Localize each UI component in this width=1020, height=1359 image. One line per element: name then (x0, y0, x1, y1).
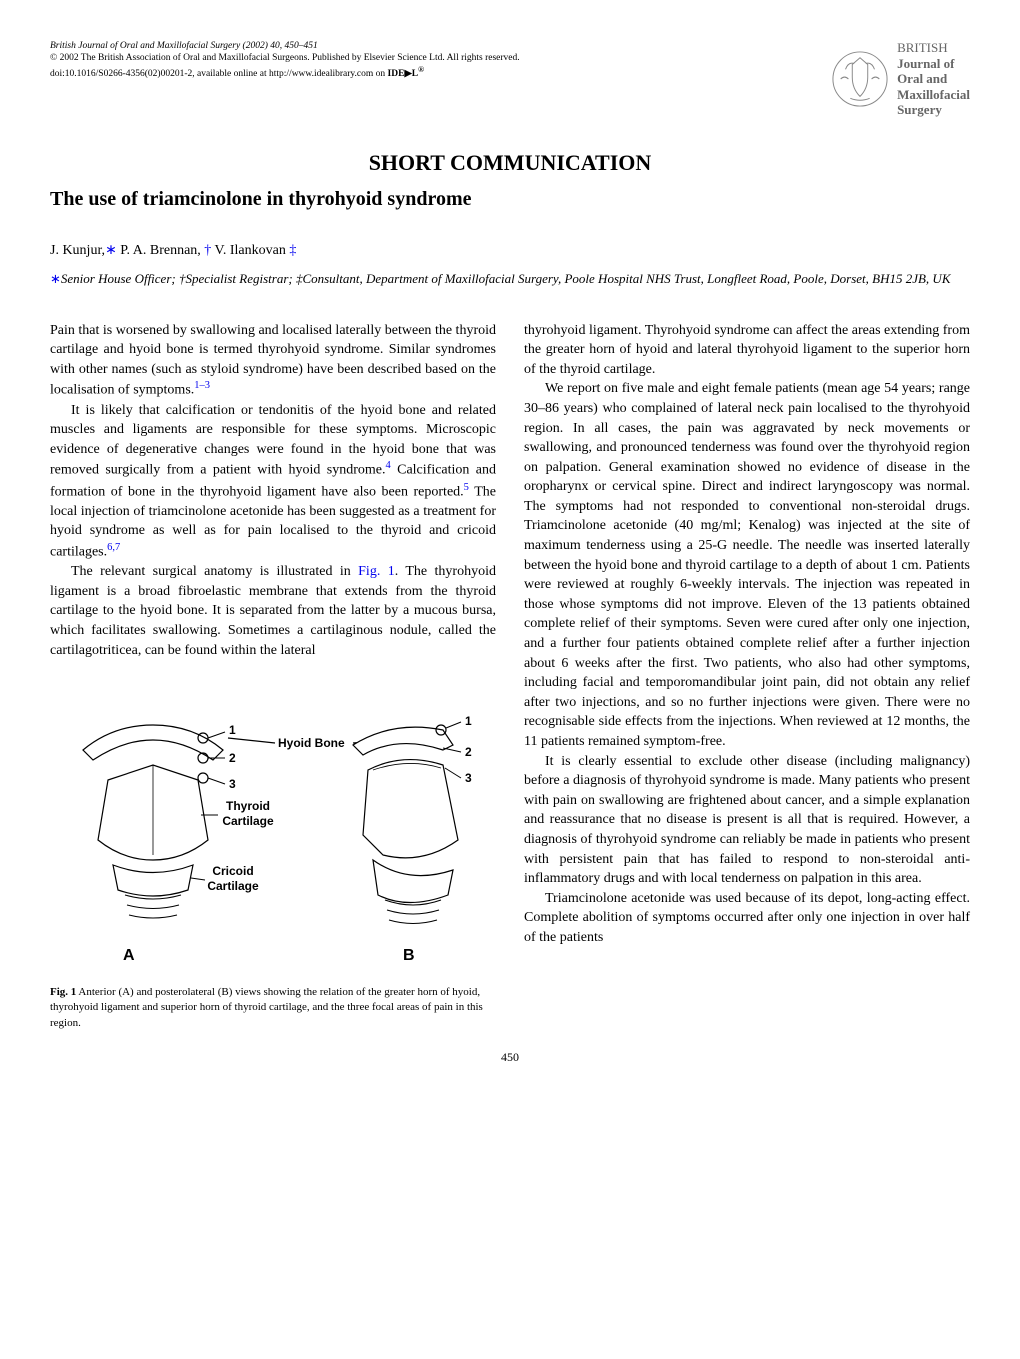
label-thyroid: Thyroid (226, 799, 270, 813)
brand-l3: Oral and (897, 71, 970, 87)
fig-a-num-2: 2 (229, 751, 236, 765)
author-2: P. A. Brennan, (117, 243, 201, 258)
label-cartilage-2: Cartilage (207, 879, 259, 893)
label-cricoid: Cricoid (212, 864, 253, 878)
affil-sym: ∗ (50, 271, 61, 286)
fig-caption-bold: Fig. 1 (50, 986, 76, 998)
figure-1: 1 2 3 Hyoid Bone Thyroid Cartilage Crico… (50, 690, 496, 1031)
para-1-text: Pain that is worsened by swallowing and … (50, 323, 496, 398)
affil-text: Senior House Officer; †Specialist Regist… (61, 271, 951, 286)
figure-1-svg: 1 2 3 Hyoid Bone Thyroid Cartilage Crico… (50, 690, 496, 970)
header-meta: British Journal of Oral and Maxillofacia… (50, 40, 520, 80)
journal-title-block: BRITISH Journal of Oral and Maxillofacia… (897, 40, 970, 118)
para-3a: The relevant surgical anatomy is illustr… (71, 564, 358, 579)
fig-caption-rest: Anterior (A) and posterolateral (B) view… (50, 986, 483, 1029)
panel-b: 1 2 3 (353, 714, 472, 924)
para-6: It is clearly essential to exclude other… (524, 752, 970, 889)
label-cartilage-1: Cartilage (222, 814, 274, 828)
fig-b-num-1: 1 (465, 714, 472, 728)
para-2: It is likely that calcification or tendo… (50, 401, 496, 563)
brand-l2: Journal of (897, 56, 970, 72)
copyright-line: © 2002 The British Association of Oral a… (50, 53, 520, 63)
para-7: Triamcinolone acetonide was used because… (524, 889, 970, 948)
authors-line: J. Kunjur,∗ P. A. Brennan, † V. Ilankova… (50, 241, 970, 261)
para-5: We report on five male and eight female … (524, 379, 970, 751)
fig-ref[interactable]: Fig. 1 (358, 564, 395, 579)
ideal-logo: IDE▶L® (388, 69, 424, 79)
fig-a-num-3: 3 (229, 777, 236, 791)
brand-l5: Surgery (897, 102, 970, 118)
page-number: 450 (50, 1049, 970, 1066)
para-1: Pain that is worsened by swallowing and … (50, 321, 496, 401)
journal-line: British Journal of Oral and Maxillofacia… (50, 41, 318, 51)
fig-a-num-1: 1 (229, 723, 236, 737)
section-heading: SHORT COMMUNICATION (50, 148, 970, 179)
author-sym-1: ∗ (105, 243, 117, 258)
crest-icon (831, 50, 889, 108)
label-hyoid: Hyoid Bone (278, 736, 345, 750)
panel-b-label: B (403, 947, 415, 964)
author-3: V. Ilankovan (211, 243, 289, 258)
fig-b-num-2: 2 (465, 745, 472, 759)
page-header: British Journal of Oral and Maxillofacia… (50, 40, 970, 118)
figure-1-caption: Fig. 1 Anterior (A) and posterolateral (… (50, 985, 496, 1031)
affiliations: ∗Senior House Officer; †Specialist Regis… (50, 270, 970, 288)
panel-a-label: A (123, 947, 135, 964)
para-4: thyrohyoid ligament. Thyrohyoid syndrome… (524, 321, 970, 380)
fig-b-num-3: 3 (465, 771, 472, 785)
journal-brand: BRITISH Journal of Oral and Maxillofacia… (831, 40, 970, 118)
brand-l1: BRITISH (897, 40, 970, 56)
doi-line: doi:10.1016/S0266-4356(02)00201-2, avail… (50, 69, 385, 79)
article-title: The use of triamcinolone in thyrohyoid s… (50, 185, 970, 213)
author-sym-3: ‡ (289, 243, 296, 258)
brand-l4: Maxillofacial (897, 87, 970, 103)
body-columns: Pain that is worsened by swallowing and … (50, 321, 970, 1031)
author-1: J. Kunjur, (50, 243, 105, 258)
cite-1-3[interactable]: 1–3 (194, 380, 210, 391)
cite-6-7[interactable]: 6,7 (107, 542, 120, 553)
para-3: The relevant surgical anatomy is illustr… (50, 562, 496, 660)
